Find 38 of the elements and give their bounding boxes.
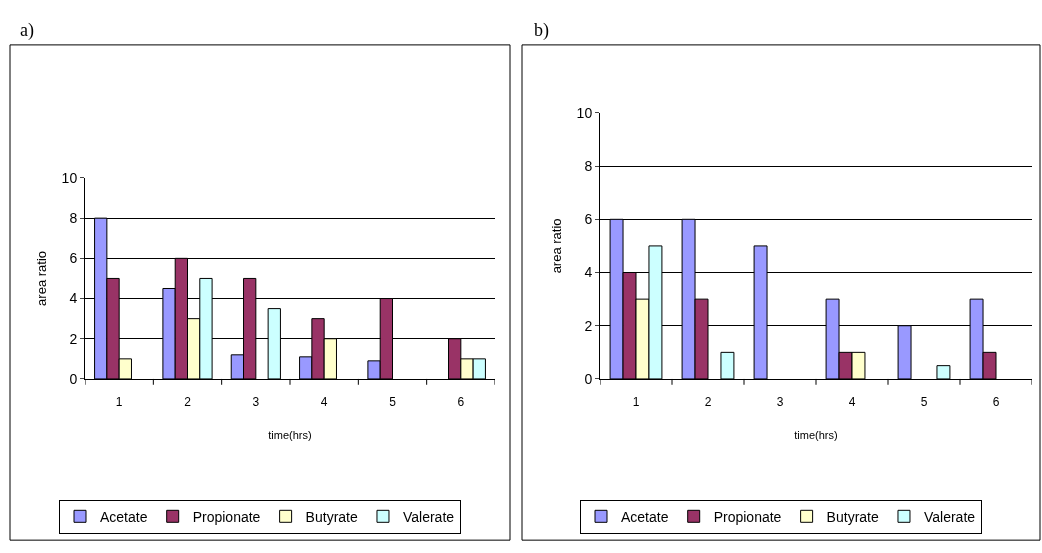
y-tick-label: 4	[584, 264, 593, 281]
legend-label: Butyrate	[826, 508, 879, 525]
x-tick-label: 5	[389, 395, 397, 410]
x-tick-label: 2	[704, 395, 712, 410]
legend-label: Propionate	[713, 508, 782, 525]
x-tick-label: 4	[848, 395, 856, 410]
y-tick-label: 8	[69, 210, 78, 227]
x-axis-title: time(hrs)	[794, 428, 838, 441]
y-tick-label: 2	[69, 330, 78, 347]
x-tick-label: 4	[320, 395, 328, 410]
y-tick-label: 0	[584, 370, 593, 387]
y-axis-title: area ratio	[33, 250, 49, 306]
y-tick-label: 8	[584, 157, 593, 174]
x-tick-label: 3	[776, 395, 784, 410]
y-axis-title: area ratio	[548, 218, 564, 274]
y-tick-label: 4	[69, 290, 78, 307]
legend-label: Acetate	[621, 508, 669, 525]
y-tick-label: 6	[584, 211, 593, 228]
y-tick-label: 10	[61, 169, 78, 186]
x-axis-title: time(hrs)	[268, 428, 312, 441]
x-tick-label: 2	[184, 395, 192, 410]
chart-title: b)	[534, 20, 549, 41]
legend-label: Valerate	[923, 508, 976, 525]
x-tick-label: 3	[252, 395, 260, 410]
y-tick-label: 10	[576, 104, 593, 121]
x-tick-label: 6	[992, 395, 1000, 410]
y-tick-label: 2	[584, 317, 593, 334]
chart-title: a)	[20, 20, 34, 41]
y-tick-label: 0	[69, 370, 78, 387]
legend-label: Propionate	[192, 508, 261, 525]
x-tick-label: 1	[115, 395, 123, 410]
x-tick-label: 6	[457, 395, 465, 410]
legend-label: Valerate	[402, 508, 455, 525]
legend-label: Butyrate	[305, 508, 358, 525]
y-tick-label: 6	[69, 250, 78, 267]
x-tick-label: 1	[632, 395, 640, 410]
legend-label: Acetate	[100, 508, 148, 525]
x-tick-label: 5	[920, 395, 928, 410]
